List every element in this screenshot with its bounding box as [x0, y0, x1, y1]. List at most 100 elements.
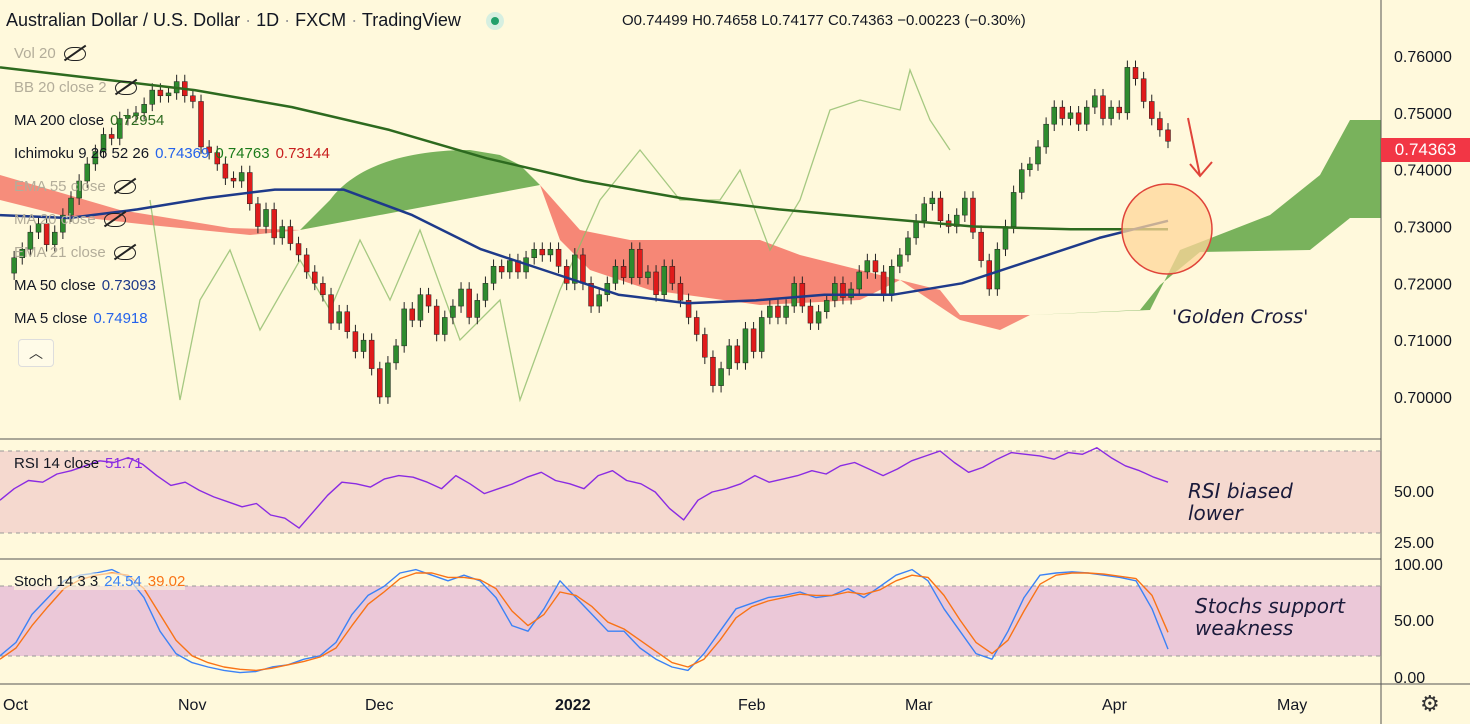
candle-up: [482, 283, 489, 301]
interval-label[interactable]: 1D: [256, 10, 280, 30]
price-tick-label: 0.71000: [1394, 333, 1452, 350]
candle-down: [880, 271, 887, 295]
collapse-legend-button[interactable]: ︿: [18, 339, 54, 367]
candle-up: [645, 271, 651, 278]
candle-up: [68, 197, 74, 216]
candle-up: [921, 203, 927, 222]
eye-hidden-icon[interactable]: [113, 180, 136, 195]
legend-ma50[interactable]: MA 50 close 0.73093: [14, 277, 156, 294]
candle-up: [52, 231, 58, 245]
close-value: C0.74363: [828, 12, 894, 29]
candle-up: [1083, 106, 1090, 125]
rsi-legend[interactable]: RSI 14 close 51.71: [14, 455, 143, 472]
legend-ma20-label: MA 20 close: [14, 211, 96, 228]
price-tick-label: 0.74000: [1394, 163, 1452, 180]
candle-down: [1165, 129, 1171, 142]
candle-down: [108, 134, 115, 139]
ohlc-readout: O0.74499 H0.74658 L0.74177 C0.74363 −0.0…: [622, 12, 1026, 29]
candle-down: [1132, 67, 1139, 79]
candle-down: [702, 334, 708, 358]
chart-header: Australian Dollar / U.S. Dollar · 1D · F…: [6, 10, 504, 31]
candle-down: [1100, 95, 1106, 119]
candle-down: [693, 317, 700, 335]
candle-down: [214, 152, 221, 165]
legend-ma20[interactable]: MA 20 close: [14, 211, 126, 228]
candle-up: [35, 223, 42, 233]
candle-up: [661, 266, 667, 295]
candle-down: [799, 283, 806, 307]
legend-ema55[interactable]: EMA 55 close: [14, 178, 136, 195]
candle-up: [962, 197, 968, 216]
rsi-annotation-line1: RSI biased: [1188, 479, 1293, 503]
rsi-band: [0, 451, 1381, 533]
eye-hidden-icon[interactable]: [113, 246, 136, 261]
candle-up: [547, 248, 554, 256]
candle-down: [937, 197, 944, 222]
candle-down: [247, 172, 253, 205]
legend-ma5[interactable]: MA 5 close 0.74918: [14, 310, 148, 327]
price-tick-label: 0.75000: [1394, 106, 1452, 123]
eye-hidden-icon[interactable]: [114, 81, 137, 96]
stoch-legend-k: 24.54: [104, 573, 142, 590]
candle-up: [27, 231, 34, 250]
candle-up: [1124, 67, 1131, 114]
candle-down: [230, 177, 237, 182]
platform-label: TradingView: [361, 10, 461, 30]
symbol-title[interactable]: Australian Dollar / U.S. Dollar: [6, 10, 241, 30]
time-tick-label: Feb: [738, 697, 766, 714]
candle-up: [117, 118, 123, 139]
legend-ichimoku-label: Ichimoku 9 26 52 26: [14, 145, 150, 162]
candle-down: [807, 305, 814, 324]
candle-up: [11, 257, 17, 274]
legend-ichimoku[interactable]: Ichimoku 9 26 52 26 0.74369 0.74763 0.73144: [14, 145, 330, 162]
golden-cross-circle: [1121, 183, 1213, 275]
candle-up: [401, 308, 407, 347]
rsi-legend-label: RSI 14 close: [14, 455, 100, 472]
candle-down: [352, 331, 359, 352]
candle-up: [905, 237, 911, 256]
candle-down: [563, 266, 570, 284]
legend-bb[interactable]: BB 20 close 2: [14, 79, 137, 96]
candle-down: [312, 271, 318, 284]
candle-up: [1051, 106, 1057, 125]
legend-vol[interactable]: Vol 20: [14, 45, 86, 62]
eye-hidden-icon[interactable]: [63, 47, 86, 62]
candle-up: [913, 220, 919, 239]
legend-ma200[interactable]: MA 200 close 0.72954: [14, 112, 164, 129]
candle-down: [978, 231, 984, 261]
legend-ema21[interactable]: EMA 21 close: [14, 244, 136, 261]
candle-up: [783, 305, 789, 318]
rsi-annotation-line2: lower: [1188, 501, 1243, 525]
settings-gear-icon[interactable]: ⚙: [1420, 691, 1440, 716]
golden-cross-annotation: 'Golden Cross': [1172, 306, 1309, 328]
candle-down: [872, 260, 879, 273]
price-tick-label: 0.73000: [1394, 220, 1452, 237]
stoch-legend[interactable]: Stoch 14 3 3 24.54 39.02: [14, 573, 186, 590]
candle-up: [360, 339, 367, 352]
candle-up: [929, 197, 936, 205]
price-tick-label: 0.72000: [1394, 276, 1452, 293]
candle-down: [1075, 112, 1082, 125]
candle-up: [279, 226, 286, 239]
candle-up: [84, 163, 91, 182]
candle-up: [133, 112, 139, 116]
candle-down: [295, 243, 302, 256]
candle-up: [1043, 123, 1049, 148]
rsi-annotation: RSI biased lower: [1188, 480, 1293, 524]
candle-up: [238, 172, 245, 182]
candle-up: [572, 254, 578, 284]
stoch-tick-label: 50.00: [1394, 613, 1434, 630]
eye-hidden-icon[interactable]: [103, 213, 126, 228]
candle-up: [596, 294, 602, 307]
candle-down: [1116, 106, 1122, 114]
candle-down: [198, 101, 204, 148]
ichimoku-cloud-bullish: [300, 150, 540, 230]
legend-ema21-label: EMA 21 close: [14, 244, 106, 261]
candle-up: [897, 254, 903, 267]
stoch-k-line: [0, 568, 1169, 674]
candle-up: [832, 283, 838, 301]
price-tick-label: 0.76000: [1394, 49, 1452, 66]
candle-down: [206, 146, 212, 153]
candle-up: [417, 294, 424, 321]
